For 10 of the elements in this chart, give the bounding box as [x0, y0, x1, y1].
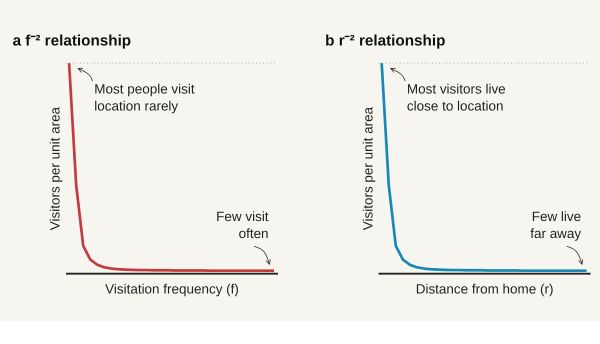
chart-title: a f⁻² relationship [12, 32, 132, 50]
annotation: Few live far away [530, 209, 582, 242]
y-axis-title: Visitors per unit area [48, 106, 63, 230]
annotation: Few visit often [216, 209, 269, 242]
annotation: Most visitors live close to location [406, 82, 506, 114]
y-axis-title: Visitors per unit area [360, 106, 376, 230]
x-axis-title: Visitation frequency (f) [105, 281, 239, 296]
x-axis-title: Distance from home (r) [416, 281, 554, 296]
chart-title: b r⁻² relationship [325, 32, 446, 50]
annotation: Most people visit location rarely [94, 82, 195, 114]
